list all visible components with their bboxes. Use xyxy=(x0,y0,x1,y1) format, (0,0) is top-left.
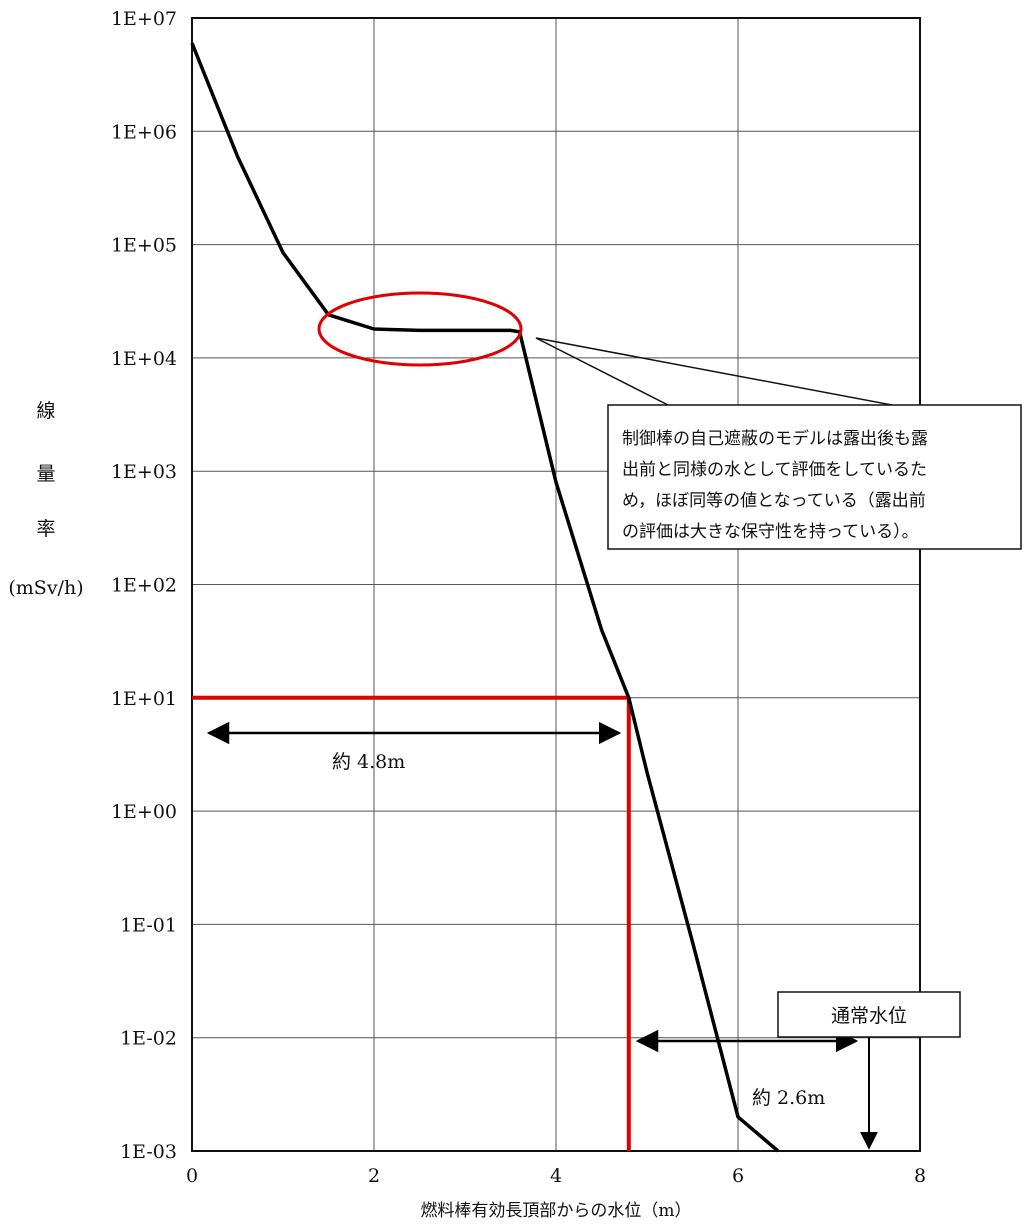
x-tick-labels: 0 2 4 6 8 xyxy=(186,1165,926,1187)
y-tick-label: 1E-02 xyxy=(120,1028,177,1050)
y-axis-label: 線 量 率 (mSv/h) xyxy=(8,400,83,599)
x-tick-label: 2 xyxy=(368,1165,380,1187)
y-tick-label: 1E-01 xyxy=(120,914,177,936)
plateau-highlight-ellipse xyxy=(317,291,523,367)
y-tick-label: 1E-03 xyxy=(120,1141,177,1163)
distance-label-2-6m: 約 2.6m xyxy=(752,1087,825,1109)
normal-water-level-marker: 通常水位 xyxy=(777,991,961,1150)
y-tick-label: 1E+01 xyxy=(111,688,177,710)
y-tick-labels: 1E-03 1E-02 1E-01 1E+00 1E+01 1E+02 1E+03 1E+04… xyxy=(111,8,177,1163)
x-axis-label: 燃料棒有効長頂部からの水位（m） xyxy=(420,1201,691,1221)
y-tick-label: 1E+02 xyxy=(111,575,177,597)
data-points xyxy=(191,43,779,1152)
y-axis-label-char-3: 率 xyxy=(36,518,55,540)
plot-frame xyxy=(191,17,921,1152)
y-tick-label: 1E+06 xyxy=(111,121,177,143)
callout-line-2: 出前と同様の水として評価をしているた xyxy=(622,460,927,480)
x-tick-label: 0 xyxy=(186,1165,198,1187)
y-axis-label-char-1: 線 xyxy=(36,400,55,422)
y-tick-label: 1E+07 xyxy=(111,8,177,30)
callout-box: 制御棒の自己遮蔽のモデルは露出後も露 出前と同様の水として評価をしているた め，… xyxy=(607,404,1022,550)
x-tick-label: 4 xyxy=(550,1165,562,1187)
distance-label-4-8m: 約 4.8m xyxy=(332,751,405,773)
x-tick-label: 8 xyxy=(914,1165,926,1187)
grid-lines xyxy=(192,18,920,1151)
dose-rate-curve xyxy=(190,42,780,1153)
normal-water-level-label: 通常水位 xyxy=(831,1005,907,1027)
x-tick-label: 6 xyxy=(732,1165,744,1187)
y-tick-label: 1E+03 xyxy=(111,461,177,483)
callout-line-3: め，ほぼ同等の値となっている（露出前 xyxy=(622,491,926,511)
y-axis-label-char-2: 量 xyxy=(36,463,55,485)
y-axis-label-unit: (mSv/h) xyxy=(8,577,83,599)
callout-leader xyxy=(535,337,893,406)
y-tick-label: 1E+04 xyxy=(111,348,177,370)
callout-line-4: の評価は大きな保守性を持っている）。 xyxy=(622,522,919,542)
y-tick-label: 1E+00 xyxy=(111,801,177,823)
y-tick-label: 1E+05 xyxy=(111,235,177,257)
callout-line-1: 制御棒の自己遮蔽のモデルは露出後も露 xyxy=(622,428,928,449)
